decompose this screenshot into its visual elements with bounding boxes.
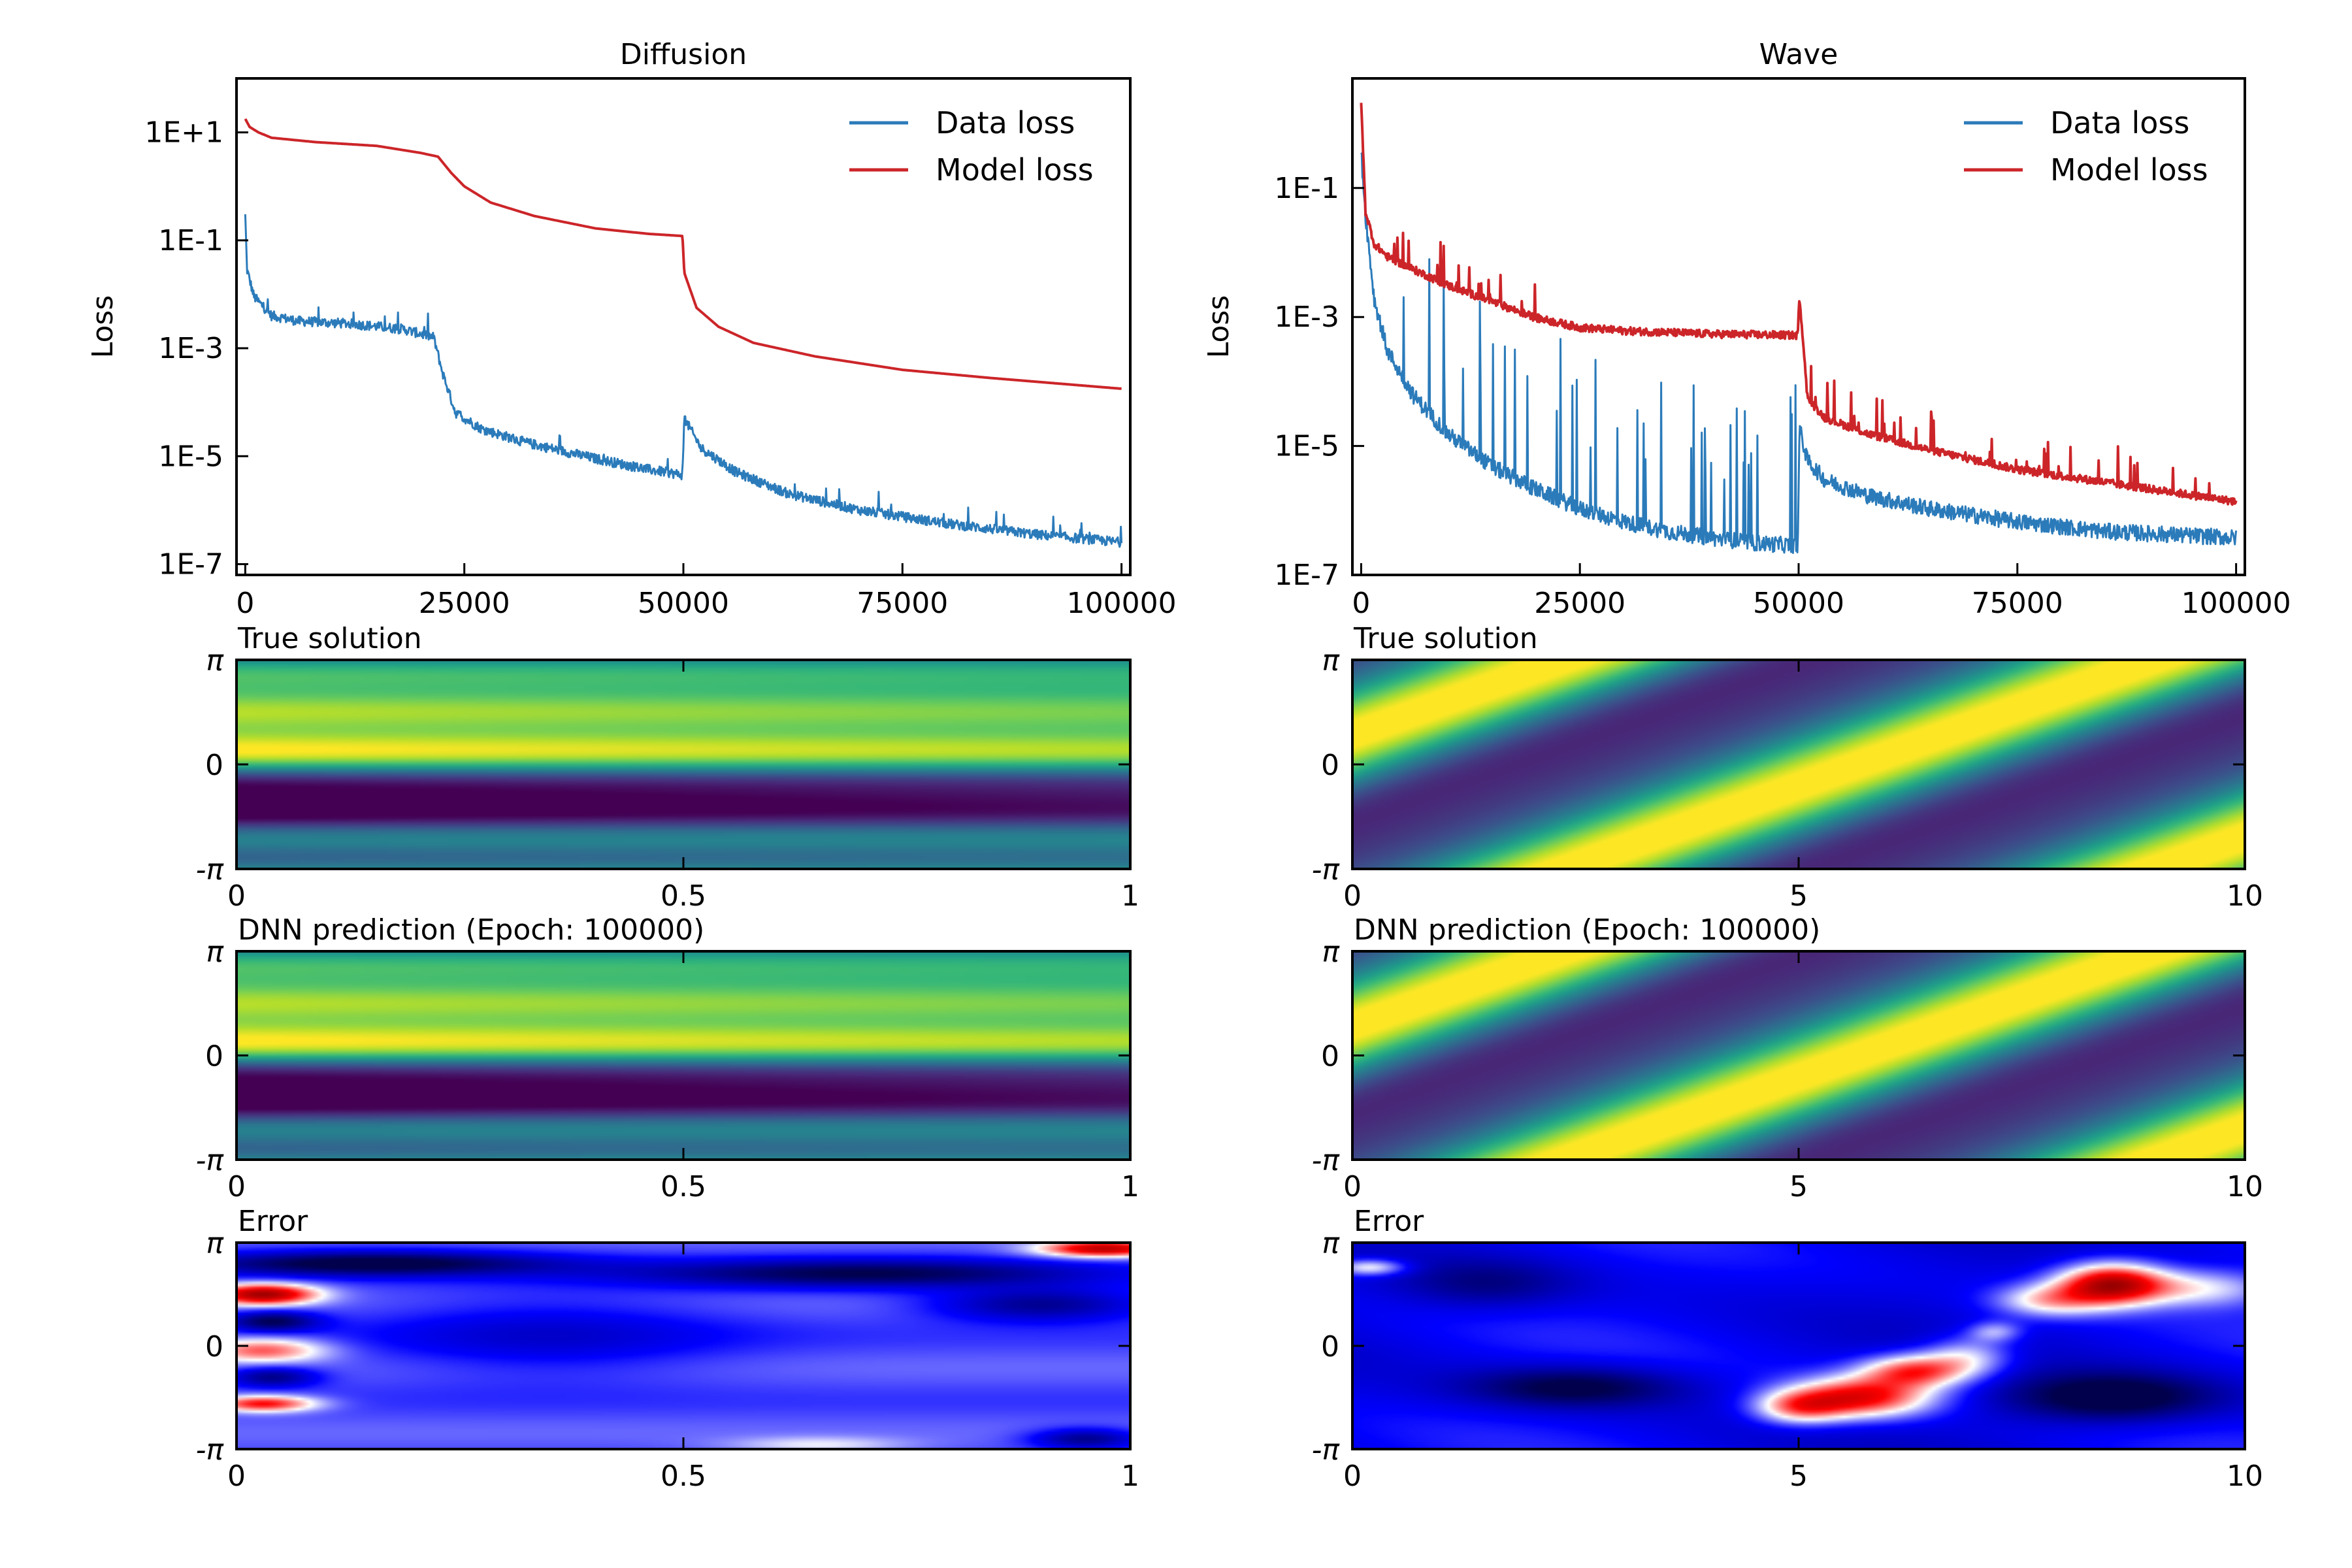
legend-label: Model loss (2050, 152, 2208, 188)
panel-title: True solution (1353, 622, 1538, 655)
legend-label: Model loss (936, 152, 1094, 188)
y-tick-label: π (1322, 936, 1341, 969)
y-tick-label: 1E-1 (158, 224, 223, 257)
x-tick-label: 1 (1121, 1460, 1139, 1493)
y-tick-label: π (206, 644, 225, 678)
y-axis-label: Loss (86, 295, 120, 359)
plot-area (244, 118, 1123, 548)
panel-title: Error (1354, 1205, 1424, 1238)
y-tick-label: -π (1312, 853, 1341, 887)
heatmap-image (1352, 1243, 2245, 1449)
x-tick-label: 100000 (1067, 587, 1177, 620)
x-tick-label: 0 (227, 879, 246, 913)
y-tick-label: 1E-3 (1274, 301, 1339, 334)
chart-title: Diffusion (620, 38, 747, 71)
y-axis-label: Loss (1202, 295, 1235, 359)
y-tick-label: -π (196, 1144, 225, 1177)
y-tick-label: 1E-5 (1274, 430, 1339, 463)
y-tick-label: π (206, 1227, 225, 1260)
x-tick-label: 75000 (857, 587, 948, 620)
x-tick-label: 10 (2227, 1460, 2263, 1493)
heatmap-image (237, 660, 1130, 869)
x-tick-label: 0.5 (661, 879, 706, 913)
x-tick-label: 10 (2227, 879, 2263, 913)
y-tick-label: 0 (1321, 1040, 1339, 1073)
x-tick-label: 5 (1789, 879, 1808, 913)
y-tick-label: 0 (1321, 749, 1339, 782)
loss-panel-diffusion: 0 25000 50000 75000 100000 1E+1 1E-1 1E-3 1E-5 1E… (86, 38, 1177, 620)
x-tick-label: 0 (1352, 587, 1370, 620)
x-tick-label: 50000 (638, 587, 729, 620)
x-tick-label: 0 (1343, 879, 1362, 913)
panel-title: DNN prediction (Epoch: 100000) (238, 913, 704, 947)
heatmap-image (237, 951, 1130, 1160)
series-data-loss-line (244, 214, 1123, 548)
legend-label: Data loss (2050, 105, 2189, 140)
y-tick-label: 1E-5 (158, 440, 223, 473)
x-tick-label: 5 (1789, 1170, 1808, 1203)
x-tick-label: 0 (227, 1460, 246, 1493)
x-tick-label: 1 (1121, 879, 1139, 913)
y-tick-label: 0 (205, 749, 223, 782)
loss-panel-wave: 0 25000 50000 75000 100000 1E-1 1E-3 1E-5 1E-7 Wa… (1202, 38, 2291, 620)
x-tick-label: 25000 (419, 587, 510, 620)
y-tick-label: 0 (205, 1330, 223, 1364)
y-tick-label: 1E-7 (158, 547, 223, 581)
panel-title: DNN prediction (Epoch: 100000) (1354, 913, 1820, 947)
plot-area (1360, 103, 2238, 554)
heatmap-panel-wave: DNN prediction (Epoch: 100000)0 5 10-π0π (1312, 913, 2263, 1203)
series-data-loss-line (1360, 152, 2238, 554)
series-model-loss-line (1360, 103, 2238, 506)
x-tick-label: 0 (227, 1170, 246, 1203)
series-model-loss-line (244, 118, 1122, 390)
y-tick-label: 0 (205, 1040, 223, 1073)
y-tick-label: -π (1312, 1433, 1341, 1467)
x-tick-label: 50000 (1753, 587, 1844, 620)
y-tick-label: -π (196, 1433, 225, 1467)
x-tick-label: 100000 (2181, 587, 2291, 620)
y-tick-label: 0 (1321, 1330, 1339, 1364)
heatmap-image (1352, 951, 2245, 1160)
y-tick-label: 1E+1 (144, 116, 223, 150)
panel-title: True solution (237, 622, 422, 655)
y-tick-label: π (1322, 644, 1341, 678)
x-tick-label: 0.5 (661, 1460, 706, 1493)
y-tick-label: π (206, 936, 225, 969)
legend-label: Data loss (936, 105, 1075, 140)
x-tick-label: 0 (1343, 1170, 1362, 1203)
x-tick-label: 0.5 (661, 1170, 706, 1203)
heatmap-image (1352, 660, 2245, 869)
x-tick-label: 5 (1789, 1460, 1808, 1493)
x-tick-label: 10 (2227, 1170, 2263, 1203)
y-tick-label: -π (196, 853, 225, 887)
y-tick-label: 1E-7 (1274, 559, 1339, 592)
chart-title: Wave (1759, 38, 1838, 71)
x-tick-label: 0 (1343, 1460, 1362, 1493)
heatmap-image (237, 1243, 1130, 1449)
x-tick-label: 25000 (1534, 587, 1625, 620)
x-tick-label: 1 (1121, 1170, 1139, 1203)
y-tick-label: 1E-3 (158, 332, 223, 365)
y-tick-label: -π (1312, 1144, 1341, 1177)
y-tick-label: π (1322, 1227, 1341, 1260)
x-tick-label: 75000 (1972, 587, 2063, 620)
heatmap-panel-diffusion: DNN prediction (Epoch: 100000)0 0.5 1-π0π (196, 913, 1139, 1203)
y-tick-label: 1E-1 (1274, 172, 1339, 205)
panel-title: Error (238, 1205, 308, 1238)
x-tick-label: 0 (236, 587, 254, 620)
